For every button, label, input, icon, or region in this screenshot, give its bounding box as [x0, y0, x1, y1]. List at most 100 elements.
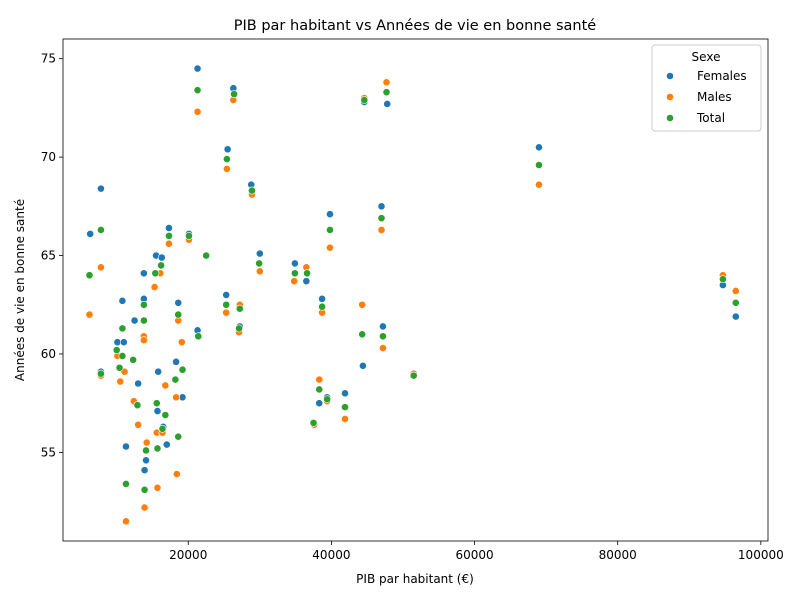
data-point-total: [129, 355, 138, 364]
data-point-males: [255, 267, 264, 276]
data-point-males: [97, 263, 105, 272]
data-point-total: [235, 324, 243, 333]
data-point-total: [309, 418, 318, 427]
data-point-total: [118, 324, 127, 333]
data-point-total: [222, 300, 231, 309]
data-point-females: [223, 145, 232, 154]
data-points: [85, 64, 740, 526]
data-point-males: [177, 338, 186, 347]
legend-label: Females: [697, 69, 747, 83]
legend: Sexe Females Males Total: [651, 44, 762, 132]
data-point-total: [140, 485, 149, 494]
data-point-total: [115, 363, 124, 372]
legend-marker-total: [666, 114, 674, 122]
chart-title: PIB par habitant vs Années de vie en bon…: [234, 18, 597, 34]
data-point-females: [290, 259, 299, 268]
data-point-males: [731, 287, 740, 295]
data-point-females: [379, 322, 387, 331]
data-point-females: [162, 440, 171, 449]
x-tick-label: 60000: [455, 548, 493, 562]
data-point-males: [172, 470, 181, 478]
data-point-total: [535, 161, 543, 169]
data-point-males: [315, 375, 324, 384]
plot-area-frame: [62, 38, 769, 542]
data-point-total: [151, 269, 160, 278]
data-point-females: [255, 249, 264, 258]
data-point-males: [150, 283, 159, 291]
data-point-total: [157, 261, 165, 270]
data-point-total: [248, 186, 256, 195]
data-point-females: [318, 294, 326, 303]
data-point-females: [222, 291, 231, 299]
data-point-females: [172, 357, 180, 366]
data-point-total: [326, 226, 334, 234]
data-point-females: [140, 466, 149, 475]
data-point-females: [315, 399, 324, 408]
data-point-males: [341, 415, 349, 423]
data-point-males: [134, 420, 143, 429]
data-point-males: [358, 300, 367, 309]
data-point-males: [85, 310, 94, 319]
data-point-total: [112, 346, 121, 354]
data-point-females: [119, 338, 128, 347]
x-tick-label: 40000: [312, 548, 350, 562]
data-point-males: [379, 344, 387, 352]
data-point-total: [97, 369, 105, 378]
legend-box: [651, 44, 762, 132]
data-point-total: [85, 271, 94, 280]
data-point-females: [377, 202, 386, 211]
data-point-males: [116, 377, 125, 386]
data-point-total: [731, 298, 740, 307]
data-point-males: [165, 239, 173, 248]
legend-marker-females: [666, 72, 674, 80]
data-point-males: [535, 180, 543, 189]
data-point-females: [341, 389, 349, 398]
data-point-females: [134, 379, 143, 388]
data-point-total: [409, 371, 418, 380]
data-point-females: [302, 277, 311, 286]
data-point-females: [174, 298, 183, 307]
data-point-females: [157, 253, 166, 262]
data-point-total: [223, 155, 231, 163]
x-tick-label: 20000: [169, 548, 207, 562]
legend-marker-males: [666, 93, 674, 101]
data-point-males: [326, 243, 334, 252]
data-point-males: [290, 277, 299, 286]
data-point-total: [360, 96, 369, 104]
legend-entries: Females Males Total: [666, 69, 747, 125]
data-point-total: [255, 259, 264, 268]
data-point-total: [122, 480, 130, 488]
data-point-total: [303, 269, 311, 278]
data-point-total: [139, 300, 148, 309]
data-point-total: [341, 403, 349, 412]
series-total: [85, 86, 740, 494]
data-point-total: [133, 401, 142, 410]
data-point-males: [193, 107, 202, 116]
data-point-females: [154, 367, 163, 376]
data-point-total: [318, 302, 326, 311]
data-point-females: [358, 361, 367, 370]
y-axis: 55 60 65 70 75: [41, 52, 63, 459]
series-males: [85, 78, 740, 526]
y-tick-label: 70: [41, 150, 56, 164]
data-point-total: [97, 226, 105, 234]
data-point-total: [178, 365, 187, 374]
data-point-females: [122, 442, 130, 451]
data-point-males: [140, 503, 149, 512]
data-point-females: [130, 316, 139, 325]
data-point-males: [222, 308, 231, 317]
data-point-total: [235, 304, 244, 313]
data-point-total: [153, 444, 162, 453]
data-point-males: [223, 165, 231, 173]
data-point-females: [383, 100, 392, 108]
y-tick-label: 65: [41, 249, 56, 263]
x-tick-label: 80000: [599, 548, 637, 562]
legend-title: Sexe: [692, 50, 721, 64]
data-point-females: [97, 184, 105, 193]
data-point-total: [290, 269, 299, 278]
data-point-total: [323, 395, 332, 404]
x-axis: 20000 40000 60000 80000 100000: [169, 541, 784, 562]
data-point-males: [122, 517, 130, 526]
data-point-total: [174, 310, 183, 319]
